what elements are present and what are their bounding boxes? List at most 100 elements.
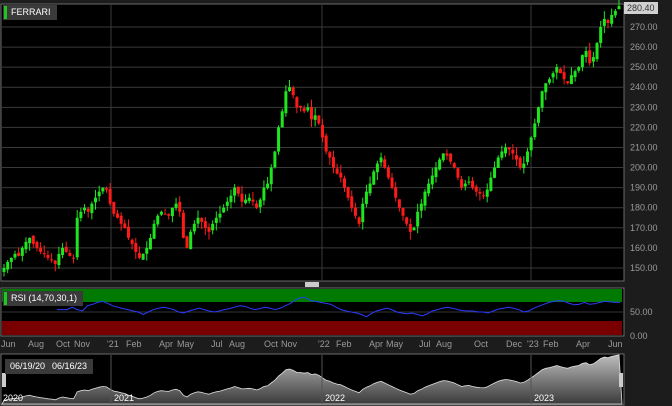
candle-body	[441, 153, 445, 161]
candle-body	[525, 151, 529, 163]
candle-body	[423, 191, 427, 206]
candle-body	[72, 257, 76, 259]
date-tick-label: Dec	[506, 339, 523, 349]
candle-body	[368, 183, 372, 194]
candle-body	[533, 123, 537, 138]
candle-body	[540, 91, 544, 108]
candle-body	[218, 213, 222, 218]
date-tick-label: Jul	[419, 339, 431, 349]
candle-body	[471, 180, 475, 188]
candle-body	[86, 208, 90, 212]
navigator-end-date[interactable]: 06/16/23	[47, 359, 94, 374]
candle-body	[167, 214, 171, 216]
candle-body	[233, 187, 237, 196]
candle-body	[339, 172, 343, 178]
candle-body	[573, 71, 577, 78]
candle-body	[266, 183, 270, 189]
candle-body	[192, 223, 196, 232]
candle-body	[163, 213, 167, 215]
date-tick-label: Feb	[126, 339, 142, 349]
price-tick-label: 270.00	[630, 22, 658, 32]
date-tick-label: '22	[318, 339, 330, 349]
price-tick-label: 210.00	[630, 142, 658, 152]
candle-body	[324, 135, 328, 152]
candle-body	[108, 188, 112, 204]
candle-body	[394, 187, 398, 198]
symbol-label: FERRARI	[11, 7, 51, 17]
navigator-right-handle[interactable]	[619, 373, 623, 387]
price-tick-label: 250.00	[630, 62, 658, 72]
navigator-start-date[interactable]: 06/19/20	[5, 359, 52, 374]
candle-body	[50, 259, 54, 261]
price-axis[interactable]: 150.00 160.00 170.00 180.00 190.00 200.00 210.…	[630, 22, 658, 273]
candle-body	[482, 195, 486, 197]
candle-body	[518, 157, 522, 168]
rsi-line	[57, 297, 620, 318]
candle-body	[434, 167, 438, 178]
candle-body	[189, 231, 193, 250]
price-grid	[2, 5, 624, 335]
navigator-year-label: 2021	[114, 393, 134, 403]
candle-body	[229, 195, 233, 203]
rsi-tick-label: 50.00	[630, 307, 653, 317]
candle-body	[115, 213, 119, 218]
candle-body	[591, 57, 595, 62]
candle-body	[240, 193, 244, 202]
price-tick-label: 200.00	[630, 163, 658, 173]
candle-body	[119, 215, 123, 224]
date-tick-label: Feb	[543, 339, 559, 349]
date-tick-label: May	[177, 339, 195, 349]
candle-body	[94, 197, 98, 203]
candle-body	[141, 253, 145, 260]
candle-body	[328, 152, 332, 158]
candle-body	[313, 115, 317, 120]
candle-body	[566, 81, 570, 84]
candle-body	[558, 68, 562, 74]
rsi-label: RSI (14,70,30,1)	[11, 293, 78, 303]
candle-body	[225, 201, 229, 206]
date-tick-label: Jun	[1, 339, 16, 349]
price-tick-label: 170.00	[630, 223, 658, 233]
candle-body	[299, 105, 303, 108]
candle-body	[145, 247, 149, 254]
candle-body	[137, 252, 141, 258]
candle-body	[90, 203, 94, 214]
rsi-axis: 50.00 0.00	[630, 307, 653, 341]
candle-body	[463, 183, 467, 187]
candle-body	[42, 253, 46, 255]
rsi-tick-label: 0.00	[630, 331, 648, 341]
candle-body	[105, 188, 108, 190]
candle-body	[317, 115, 321, 124]
date-tick-label: Feb	[336, 339, 352, 349]
rsi-overbought-band	[2, 289, 622, 302]
candles	[2, 0, 621, 277]
candle-body	[544, 83, 548, 93]
candle-body	[269, 167, 273, 185]
navigator-year-label: 2022	[325, 393, 345, 403]
candle-body	[500, 151, 504, 158]
pane-splitter-handle[interactable]	[305, 282, 319, 287]
candle-body	[288, 87, 292, 92]
price-tick-label: 230.00	[630, 102, 658, 112]
candle-body	[83, 207, 87, 211]
rsi-legend[interactable]: RSI (14,70,30,1)	[3, 291, 84, 306]
candle-body	[28, 237, 32, 244]
candle-body	[449, 153, 453, 162]
candle-body	[207, 227, 211, 232]
symbol-legend[interactable]: FERRARI	[3, 5, 57, 20]
candle-body	[452, 163, 456, 168]
date-tick-label: Aug	[436, 339, 452, 349]
date-tick-label: Aug	[229, 339, 245, 349]
date-tick-label: Apr	[159, 339, 173, 349]
candle-body	[430, 175, 434, 185]
candle-body	[599, 27, 603, 44]
candle-body	[214, 217, 218, 223]
candle-body	[148, 237, 152, 250]
navigator-left-handle[interactable]	[2, 373, 6, 387]
candle-body	[170, 207, 174, 217]
candle-body	[507, 147, 511, 150]
candle-body	[2, 267, 6, 272]
date-tick-label: Apr	[369, 339, 383, 349]
candle-body	[408, 224, 412, 232]
